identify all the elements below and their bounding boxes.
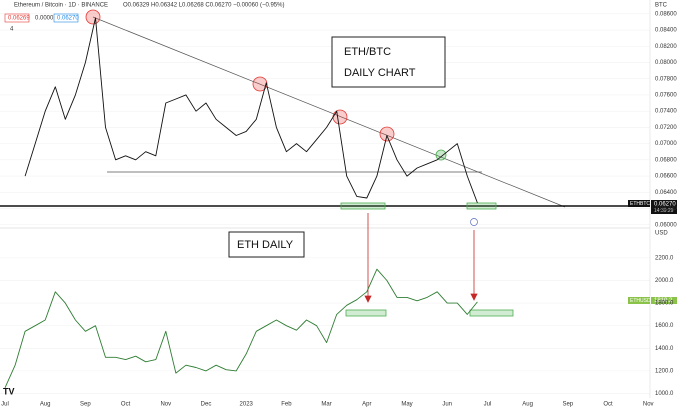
price-line <box>4 268 478 388</box>
last-name-tag <box>628 200 650 207</box>
y-tick-label: 2000.0 <box>655 278 674 284</box>
y-tick-label: 1200.0 <box>655 368 674 374</box>
x-tick-label: Jul <box>484 402 492 408</box>
alert-icon <box>470 218 478 226</box>
ask: 0.06270 <box>57 16 79 22</box>
y-tick-label: 1400.0 <box>655 346 674 352</box>
x-tick-label: May <box>401 402 412 408</box>
y-tick-label: 0.06400 <box>655 190 677 196</box>
arrow-head <box>364 295 372 303</box>
zone <box>340 202 386 210</box>
trendline <box>92 16 566 208</box>
last-name: ETHUSD <box>630 298 651 304</box>
zones <box>340 202 514 317</box>
ohlc: O0.06329 H0.06342 L0.06268 C0.06270 −0.0… <box>123 3 284 9</box>
y-tick-label: 0.06200 <box>655 206 677 212</box>
last-name: ETHBTC <box>630 201 650 207</box>
y-tick-label: 0.07000 <box>655 141 677 147</box>
annotation-text: ETH/BTC <box>344 46 391 58</box>
last-name-tag <box>628 297 650 304</box>
y-tick-label: 0.07800 <box>655 76 677 82</box>
last-price-tag <box>651 297 677 304</box>
x-tick-label: Mar <box>321 402 331 408</box>
y-tick-label: 0.07200 <box>655 125 677 131</box>
bid: 0.06269 <box>8 16 30 22</box>
arrow-head <box>470 293 478 301</box>
ask-box <box>53 13 79 23</box>
axis-unit: USD <box>655 231 668 237</box>
annotation-text: DAILY CHART <box>344 67 416 79</box>
peak-circle <box>379 126 395 142</box>
x-tick-label: Dec <box>201 402 212 408</box>
y-tick-label: 0.06800 <box>655 157 677 163</box>
y-tick-label: 0.07600 <box>655 93 677 99</box>
x-tick-label: Nov <box>160 402 171 408</box>
touch-circle <box>435 149 447 161</box>
last-price: 0.06270 <box>654 202 676 208</box>
arrows <box>364 213 478 303</box>
zone <box>466 202 497 210</box>
x-tick-label: 2023 <box>240 402 254 408</box>
y-tick-label: 1000.0 <box>655 391 674 397</box>
highlights <box>85 9 395 142</box>
price-line <box>24 17 478 203</box>
indicator-count: 4 <box>10 27 14 33</box>
x-tick-label: Oct <box>121 402 131 408</box>
annotation-text: ETH DAILY <box>237 239 294 251</box>
x-tick-label: Sep <box>562 402 573 408</box>
y-tick-label: 0.08400 <box>655 28 677 34</box>
axis-unit: BTC <box>655 3 668 9</box>
y-tick-label: 1600.0 <box>655 323 674 329</box>
y-tick-label: 0.08000 <box>655 60 677 66</box>
x-tick-label: Apr <box>362 402 371 408</box>
x-tick-label: Aug <box>40 402 51 408</box>
x-tick-label: Aug <box>522 402 533 408</box>
x-tick-label: Nov <box>643 402 654 408</box>
zone <box>469 309 514 317</box>
countdown: 14:39:29 <box>654 208 674 214</box>
zone <box>345 309 387 317</box>
last-price-tag <box>651 200 677 214</box>
y-tick-label: 0.08200 <box>655 44 677 50</box>
x-tick-label: Sep <box>80 402 91 408</box>
last-price: 1810.2 <box>654 298 673 304</box>
spread: 0.00001 <box>35 16 57 22</box>
bid-box <box>4 13 30 23</box>
symbol-title: Ethereum / Bitcoin · 1D · BINANCE <box>14 3 108 9</box>
peak-circle <box>85 9 101 25</box>
x-tick-label: Jun <box>442 402 452 408</box>
y-tick-label: 0.06600 <box>655 174 677 180</box>
annotation-box <box>331 36 446 88</box>
y-tick-label: 0.08600 <box>655 11 677 17</box>
annotation-box <box>228 231 305 258</box>
y-tick-label: 2200.0 <box>655 255 674 261</box>
x-tick-label: Feb <box>281 402 292 408</box>
peak-circle <box>332 109 348 125</box>
y-tick-label: 0.07400 <box>655 109 677 115</box>
x-tick-label: Jul <box>1 402 9 408</box>
x-tick-label: Oct <box>603 402 613 408</box>
logo: TV <box>3 386 15 396</box>
y-tick-label: 0.06000 <box>655 222 677 228</box>
y-tick-label: 1800.0 <box>655 301 674 307</box>
